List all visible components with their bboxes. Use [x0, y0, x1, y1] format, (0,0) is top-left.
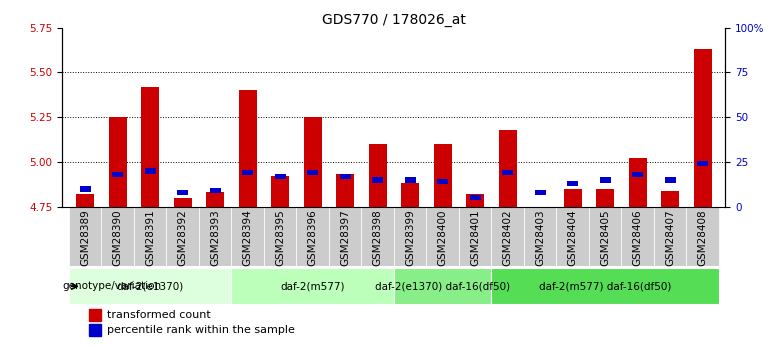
Bar [243, 170, 253, 175]
Bar [502, 170, 513, 175]
Text: GSM28403: GSM28403 [535, 210, 545, 266]
FancyBboxPatch shape [264, 207, 296, 266]
Bar [531, 207, 549, 208]
FancyBboxPatch shape [166, 207, 199, 266]
Text: percentile rank within the sample: percentile rank within the sample [108, 325, 296, 335]
Text: GSM28396: GSM28396 [307, 210, 317, 266]
Bar [369, 144, 387, 207]
Text: GSM28391: GSM28391 [145, 210, 155, 266]
Title: GDS770 / 178026_at: GDS770 / 178026_at [322, 12, 466, 27]
Bar [239, 90, 257, 207]
Text: GSM28400: GSM28400 [438, 210, 448, 266]
Bar [567, 181, 578, 186]
Bar [405, 177, 416, 183]
FancyBboxPatch shape [459, 207, 491, 266]
Bar [633, 172, 643, 177]
Bar [661, 190, 679, 207]
Text: GSM28395: GSM28395 [275, 210, 285, 266]
FancyBboxPatch shape [232, 207, 264, 266]
Bar [145, 168, 155, 174]
Bar [340, 174, 350, 179]
FancyBboxPatch shape [69, 268, 232, 304]
FancyBboxPatch shape [491, 268, 719, 304]
Text: GSM28399: GSM28399 [405, 210, 415, 266]
Bar [498, 130, 516, 207]
Text: GSM28398: GSM28398 [373, 210, 383, 266]
Bar [596, 189, 614, 207]
Bar [466, 194, 484, 207]
Bar [336, 175, 354, 207]
Bar [470, 195, 480, 200]
Bar [174, 198, 192, 207]
Bar [303, 117, 321, 207]
Bar [76, 194, 94, 207]
Bar [697, 161, 708, 166]
FancyBboxPatch shape [361, 207, 394, 266]
Bar [108, 117, 126, 207]
FancyBboxPatch shape [524, 207, 556, 266]
Bar [307, 170, 318, 175]
Bar [89, 309, 101, 321]
Bar [141, 87, 159, 207]
FancyBboxPatch shape [394, 268, 491, 304]
Text: transformed count: transformed count [108, 310, 211, 320]
FancyBboxPatch shape [69, 207, 101, 266]
Text: GSM28390: GSM28390 [112, 210, 122, 266]
Text: genotype/variation: genotype/variation [62, 282, 162, 291]
FancyBboxPatch shape [199, 207, 232, 266]
Text: GSM28402: GSM28402 [502, 210, 512, 266]
Text: GSM28405: GSM28405 [600, 210, 610, 266]
Text: GSM28406: GSM28406 [633, 210, 643, 266]
Text: GSM28389: GSM28389 [80, 210, 90, 266]
FancyBboxPatch shape [296, 207, 329, 266]
Text: daf-2(m577) daf-16(df50): daf-2(m577) daf-16(df50) [539, 282, 672, 291]
Bar [693, 49, 711, 207]
FancyBboxPatch shape [394, 207, 427, 266]
Bar [665, 177, 675, 183]
Bar [438, 179, 448, 184]
FancyBboxPatch shape [589, 207, 622, 266]
Text: GSM28408: GSM28408 [697, 210, 707, 266]
Bar [206, 193, 224, 207]
Bar [535, 190, 545, 195]
FancyBboxPatch shape [232, 268, 394, 304]
FancyBboxPatch shape [556, 207, 589, 266]
Text: GSM28407: GSM28407 [665, 210, 675, 266]
Text: GSM28401: GSM28401 [470, 210, 480, 266]
Bar [564, 189, 582, 207]
FancyBboxPatch shape [101, 207, 134, 266]
Bar [80, 186, 90, 191]
Bar [600, 177, 611, 183]
FancyBboxPatch shape [654, 207, 686, 266]
Bar [275, 174, 285, 179]
Text: GSM28397: GSM28397 [340, 210, 350, 266]
FancyBboxPatch shape [622, 207, 654, 266]
Text: GSM28393: GSM28393 [210, 210, 220, 266]
Bar [210, 188, 221, 193]
Bar [112, 172, 123, 177]
FancyBboxPatch shape [134, 207, 166, 266]
FancyBboxPatch shape [427, 207, 459, 266]
Text: GSM28404: GSM28404 [568, 210, 578, 266]
Text: daf-2(e1370) daf-16(df50): daf-2(e1370) daf-16(df50) [375, 282, 510, 291]
Text: daf-2(e1370): daf-2(e1370) [116, 282, 184, 291]
FancyBboxPatch shape [491, 207, 524, 266]
FancyBboxPatch shape [686, 207, 719, 266]
Bar [271, 176, 289, 207]
Bar [177, 190, 188, 195]
Bar [401, 184, 419, 207]
Text: GSM28394: GSM28394 [243, 210, 253, 266]
Text: daf-2(m577): daf-2(m577) [280, 282, 345, 291]
Bar [372, 177, 383, 183]
Bar [89, 324, 101, 336]
Bar [629, 158, 647, 207]
FancyBboxPatch shape [329, 207, 361, 266]
Bar [434, 144, 452, 207]
Text: GSM28392: GSM28392 [178, 210, 188, 266]
